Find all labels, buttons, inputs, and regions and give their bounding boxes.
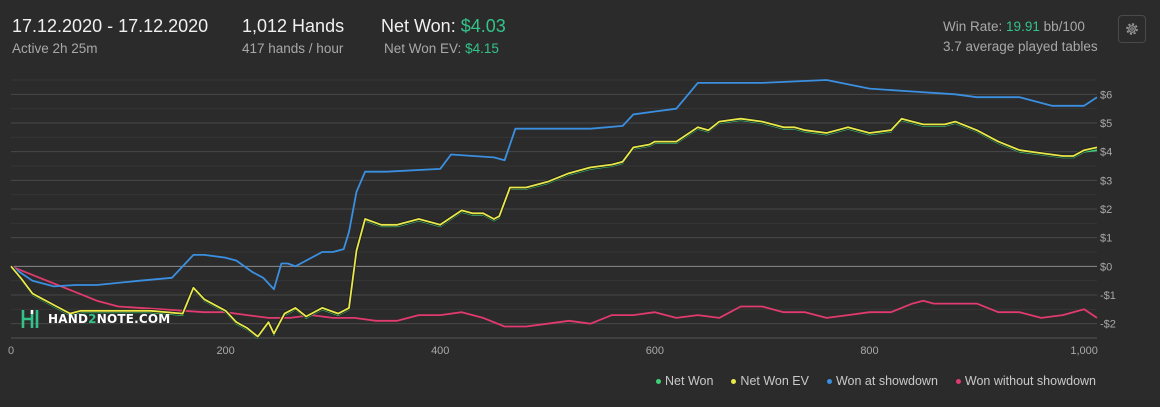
hand2note-logo: HAND2NOTE.COM — [20, 308, 170, 330]
y-tick-label: $0 — [1100, 261, 1112, 273]
win-rate-unit: bb/100 — [1043, 19, 1085, 34]
x-tick-label: 800 — [860, 345, 878, 357]
win-rate: Win Rate: 19.91 bb/100 — [943, 19, 1085, 34]
x-tick-label: 0 — [8, 345, 14, 357]
hand2note-logo-mark — [21, 310, 39, 328]
chart-legend: Net Won Net Won EV Won at showdown Won w… — [656, 374, 1096, 388]
gear-icon — [1126, 23, 1138, 35]
y-tick-label: $1 — [1100, 233, 1112, 245]
win-rate-label: Win Rate: — [943, 19, 1003, 34]
x-tick-label: 600 — [646, 345, 664, 357]
date-range: 17.12.2020 - 17.12.2020 — [12, 16, 209, 36]
legend-net-won[interactable]: Net Won — [656, 374, 713, 388]
x-tick-label: 200 — [216, 345, 234, 357]
y-tick-label: $5 — [1100, 118, 1112, 130]
hands-per-hour: 417 hands / hour — [242, 41, 344, 56]
y-tick-label: $4 — [1100, 147, 1112, 159]
x-tick-label: 400 — [431, 345, 449, 357]
series-net-won — [10, 119, 1098, 339]
legend-label: Net Won — [665, 374, 714, 388]
win-rate-value: 19.91 — [1006, 19, 1040, 34]
net-won-value: $4.03 — [460, 16, 506, 36]
legend-label: Won at showdown — [835, 374, 938, 388]
y-tick-label: -$1 — [1100, 290, 1116, 302]
legend-dot-non-showdown — [955, 378, 961, 384]
active-time: Active 2h 25m — [12, 41, 98, 56]
legend-dot-showdown — [826, 378, 832, 384]
net-won-summary: Net Won: $4.03 — [381, 16, 506, 37]
x-tick-label: 1,000 — [1070, 345, 1098, 357]
net-won-ev-label: Net Won EV: — [384, 41, 462, 56]
legend-net-won-ev[interactable]: Net Won EV — [731, 374, 809, 388]
net-won-ev-summary: Net Won EV: $4.15 — [384, 41, 499, 56]
series-net-won-ev — [10, 117, 1098, 338]
legend-dot-net-won — [656, 378, 662, 384]
settings-button[interactable] — [1118, 15, 1146, 43]
y-tick-label: $3 — [1100, 175, 1112, 187]
hand2note-logo-text: HAND2NOTE.COM — [48, 312, 171, 326]
legend-label: Won without showdown — [964, 374, 1096, 388]
summary-header: 17.12.2020 - 17.12.2020 Active 2h 25m 1,… — [0, 0, 1160, 70]
legend-label: Net Won EV — [740, 374, 809, 388]
hands-count: 1,012 Hands — [242, 16, 345, 36]
series-won-without-showdown — [10, 265, 1098, 328]
y-tick-label: $2 — [1100, 204, 1112, 216]
legend-dot-net-won-ev — [731, 378, 737, 384]
profit-graph: -$2 -$1 $0 $1 $2 $3 $4 $5 $6 0 200 400 600 800 1,000 — [8, 79, 1116, 357]
net-won-ev-value: $4.15 — [465, 41, 499, 56]
y-tick-label: -$2 — [1100, 319, 1116, 331]
average-tables: 3.7 average played tables — [943, 39, 1098, 54]
y-tick-label: $6 — [1100, 89, 1112, 101]
series-won-at-showdown — [10, 79, 1098, 291]
net-won-label: Net Won: — [381, 16, 456, 36]
legend-won-at-showdown[interactable]: Won at showdown — [826, 374, 938, 388]
legend-won-without-showdown[interactable]: Won without showdown — [955, 374, 1096, 388]
